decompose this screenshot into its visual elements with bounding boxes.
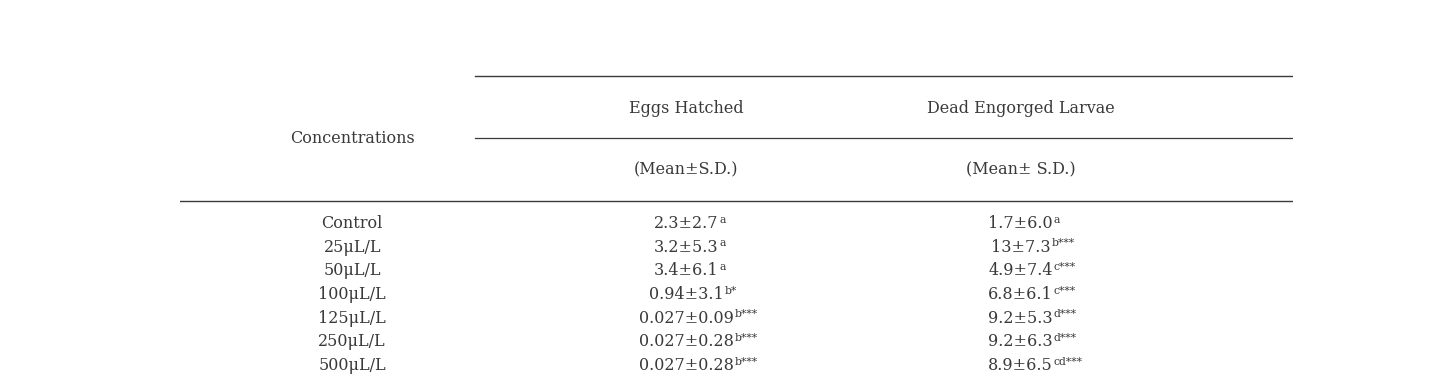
Text: cd***: cd*** (1053, 356, 1083, 366)
Text: 9.2±5.3: 9.2±5.3 (989, 310, 1053, 326)
Text: a: a (720, 238, 726, 248)
Text: a: a (1053, 215, 1061, 225)
Text: Control: Control (322, 215, 382, 232)
Text: b***: b*** (734, 333, 759, 343)
Text: b***: b*** (1052, 238, 1075, 248)
Text: c***: c*** (1053, 286, 1076, 296)
Text: Dead Engorged Larvae: Dead Engorged Larvae (927, 100, 1114, 117)
Text: 50μL/L: 50μL/L (323, 262, 381, 279)
Text: (Mean±S.D.): (Mean±S.D.) (634, 162, 739, 179)
Text: 13±7.3: 13±7.3 (990, 238, 1050, 256)
Text: a: a (720, 215, 726, 225)
Text: 100μL/L: 100μL/L (319, 286, 387, 303)
Text: 0.94±3.1: 0.94±3.1 (650, 286, 724, 303)
Text: 250μL/L: 250μL/L (319, 333, 387, 350)
Text: 25μL/L: 25μL/L (323, 238, 381, 256)
Text: d***: d*** (1053, 333, 1076, 343)
Text: 3.2±5.3: 3.2±5.3 (654, 238, 718, 256)
Text: c***: c*** (1053, 262, 1076, 272)
Text: b***: b*** (734, 309, 759, 319)
Text: b***: b*** (734, 356, 759, 366)
Text: (Mean± S.D.): (Mean± S.D.) (966, 162, 1075, 179)
Text: 500μL/L: 500μL/L (319, 357, 387, 374)
Text: 2.3±2.7: 2.3±2.7 (654, 215, 718, 232)
Text: 0.027±0.09: 0.027±0.09 (639, 310, 734, 326)
Text: Concentrations: Concentrations (290, 130, 415, 147)
Text: 4.9±7.4: 4.9±7.4 (989, 262, 1053, 279)
Text: a: a (720, 262, 726, 272)
Text: 125μL/L: 125μL/L (319, 310, 387, 326)
Text: 1.7±6.0: 1.7±6.0 (989, 215, 1053, 232)
Text: 8.9±6.5: 8.9±6.5 (989, 357, 1053, 374)
Text: Eggs Hatched: Eggs Hatched (629, 100, 744, 117)
Text: 0.027±0.28: 0.027±0.28 (639, 357, 734, 374)
Text: 6.8±6.1: 6.8±6.1 (989, 286, 1053, 303)
Text: 3.4±6.1: 3.4±6.1 (654, 262, 718, 279)
Text: 9.2±6.3: 9.2±6.3 (989, 333, 1053, 350)
Text: 0.027±0.28: 0.027±0.28 (639, 333, 734, 350)
Text: b*: b* (724, 286, 737, 296)
Text: d***: d*** (1053, 309, 1076, 319)
